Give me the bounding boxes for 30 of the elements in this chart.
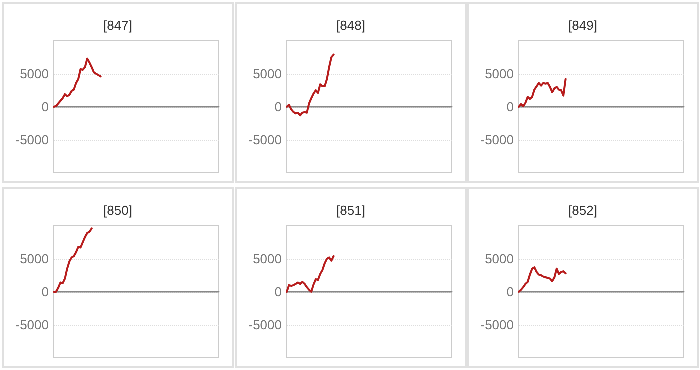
- y-tick-label: 0: [506, 284, 514, 300]
- y-tick-label: -5000: [248, 318, 282, 332]
- line-series: [518, 78, 567, 108]
- y-tick-label: -5000: [16, 318, 49, 332]
- y-tick-label: -5000: [480, 318, 514, 332]
- y-tick-label: 5000: [20, 252, 49, 266]
- y-tick-label: 0: [506, 100, 514, 114]
- chart-title: [852]: [568, 203, 598, 218]
- y-tick-label: 5000: [485, 252, 514, 266]
- line-series: [53, 58, 102, 108]
- y-tick-label: -5000: [480, 132, 514, 148]
- chart-title: [847]: [104, 18, 132, 33]
- line-series: [286, 54, 335, 117]
- chart-title: [850]: [104, 203, 132, 218]
- y-tick-label: 5000: [20, 66, 49, 82]
- chart-title: [851]: [336, 203, 366, 218]
- y-tick-label: 5000: [253, 252, 282, 266]
- line-series: [518, 266, 567, 293]
- y-tick-label: -5000: [16, 132, 49, 148]
- y-tick-label: 5000: [485, 66, 514, 82]
- y-tick-label: 0: [274, 100, 282, 114]
- line-series: [53, 228, 93, 293]
- y-tick-label: 0: [274, 284, 282, 300]
- line-series: [286, 255, 335, 293]
- y-tick-label: 5000: [253, 66, 282, 82]
- chart-title: [849]: [568, 18, 598, 33]
- y-tick-label: -5000: [248, 132, 282, 148]
- y-tick-label: 0: [42, 100, 49, 114]
- chart-title: [848]: [336, 18, 366, 33]
- y-tick-label: 0: [42, 284, 49, 300]
